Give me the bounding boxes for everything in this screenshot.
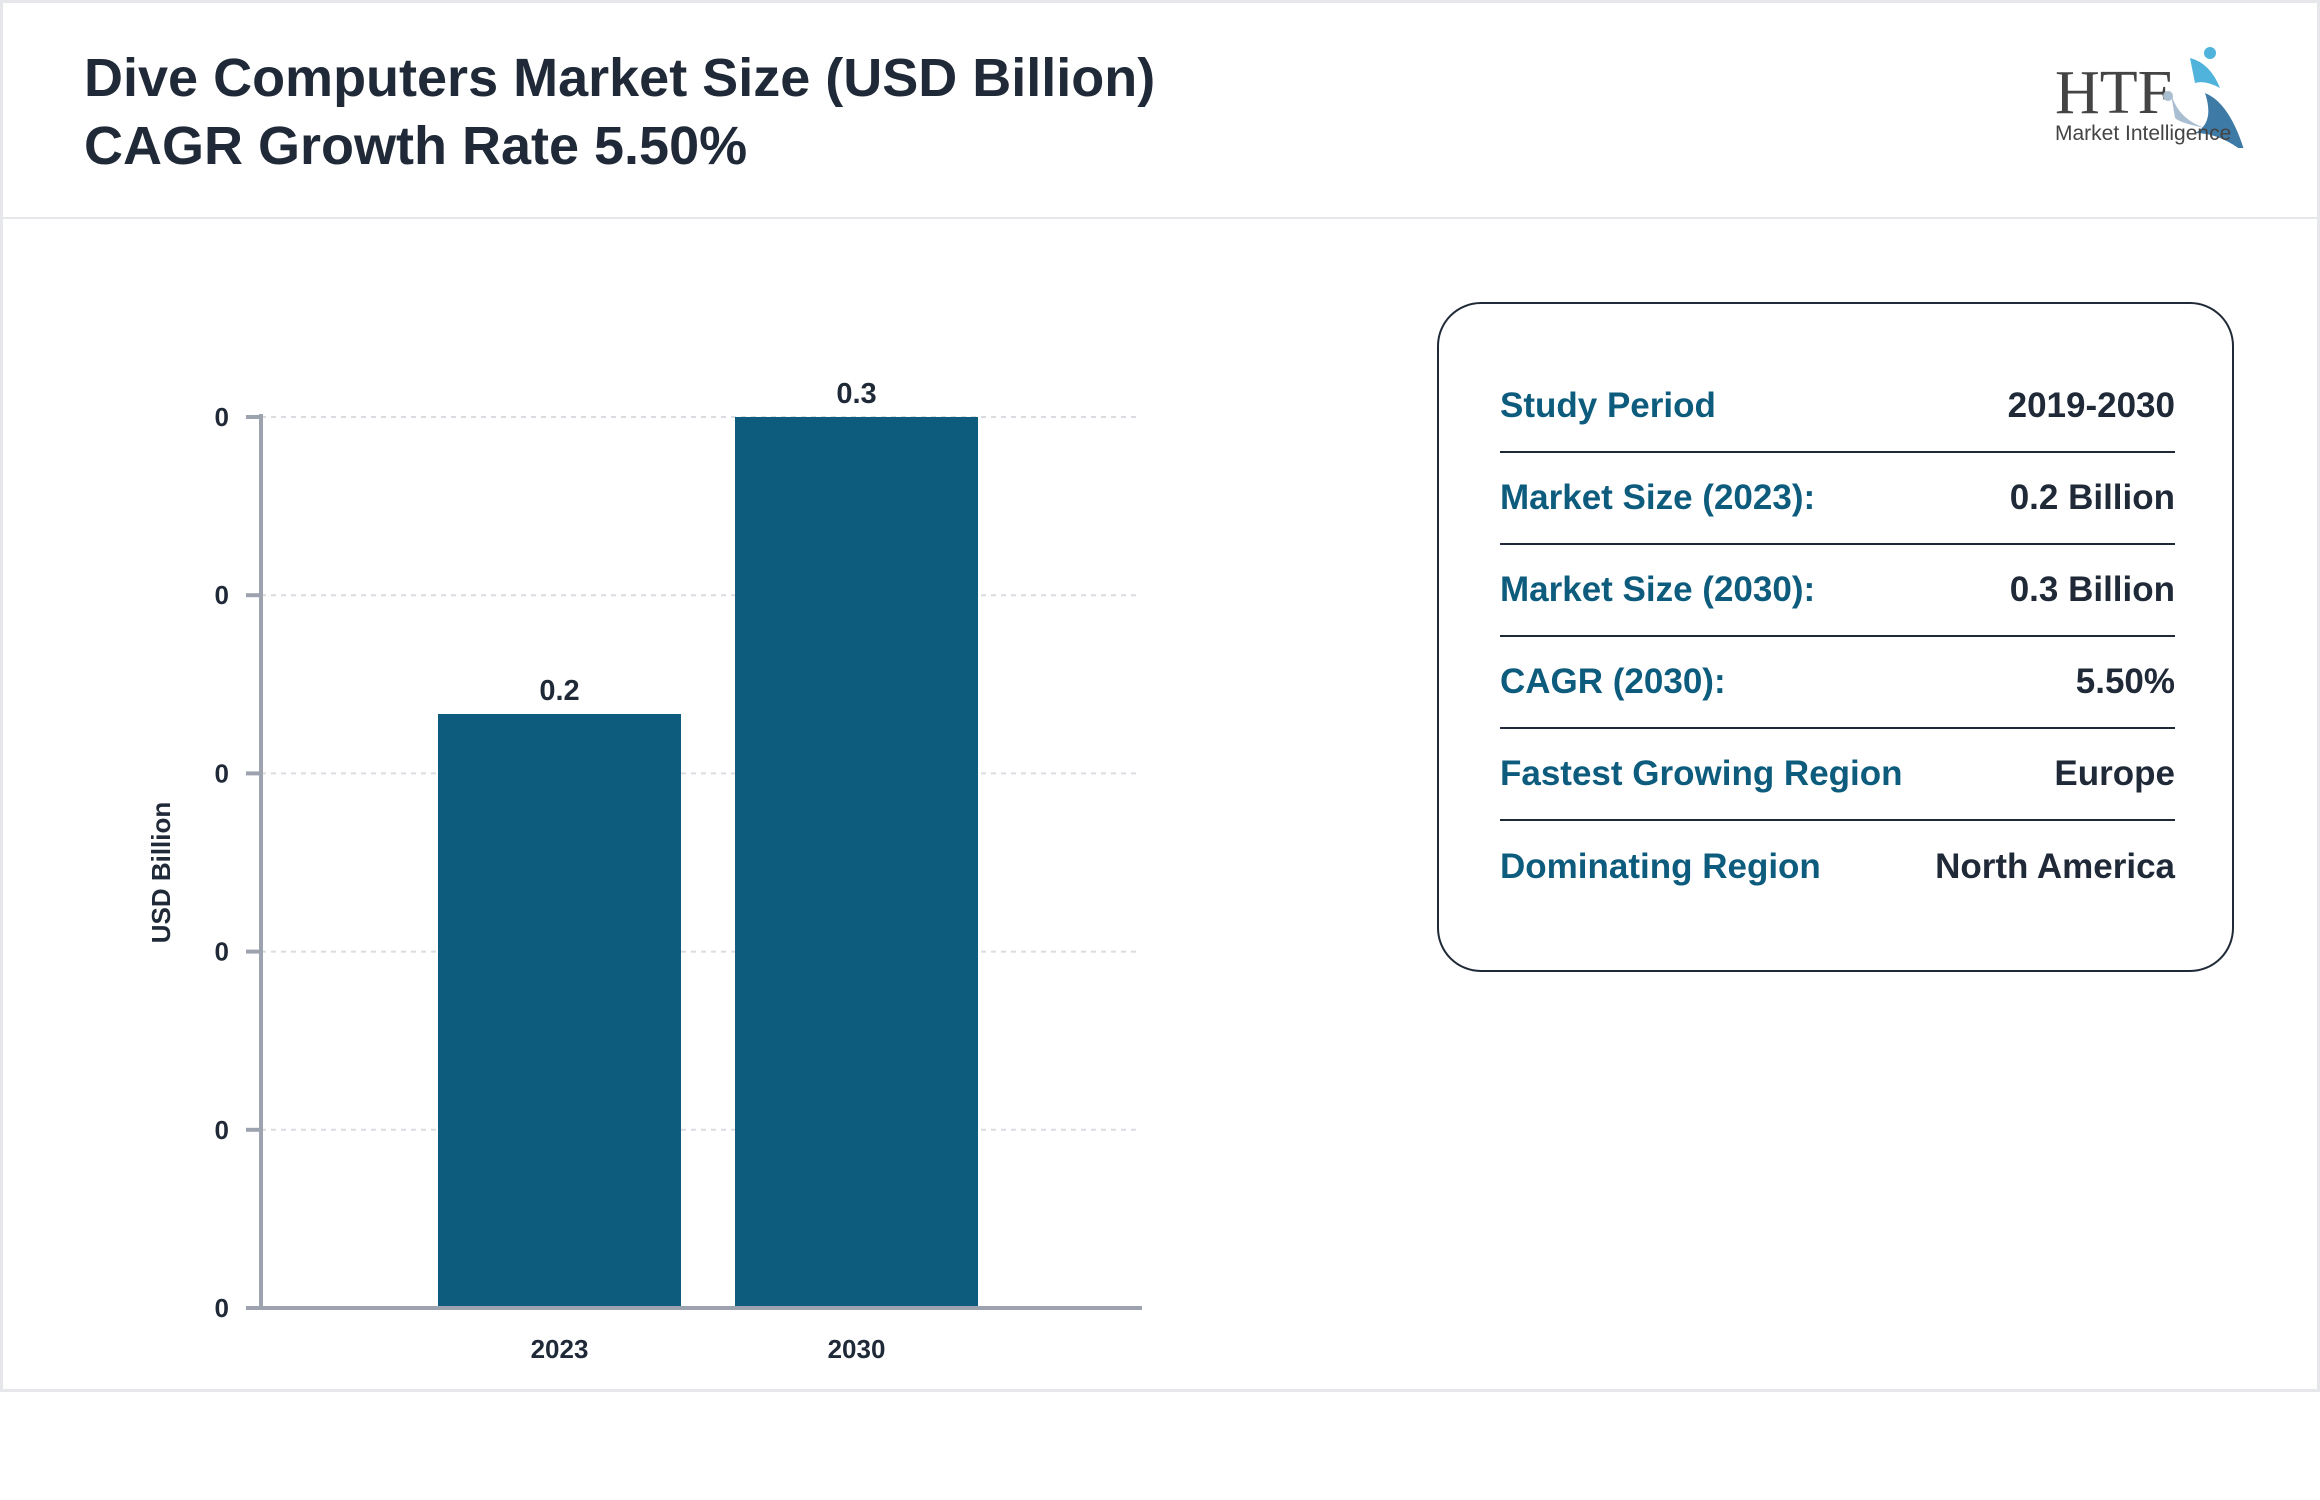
data-label: 0.2 — [539, 675, 579, 707]
title-line-2: CAGR Growth Rate 5.50% — [84, 116, 748, 176]
x-tick-label: 2030 — [828, 1334, 886, 1364]
x-tick-label: 2023 — [531, 1334, 589, 1364]
summary-value: 2019-2030 — [2007, 386, 2175, 425]
data-label: 0.3 — [836, 378, 876, 410]
page-frame — [0, 0, 2320, 1392]
summary-value: North America — [1935, 847, 2175, 886]
summary-card: Study Period 2019-2030 Market Size (2023):… — [1437, 302, 2234, 972]
bar — [438, 714, 681, 1308]
y-tick-label: 0 — [215, 937, 229, 967]
svg-text:Market Intelligence: Market Intelligence — [2055, 122, 2231, 145]
summary-row: Fastest Growing Region Europe — [1500, 729, 2175, 821]
summary-label: Study Period — [1500, 386, 1716, 425]
summary-row: Market Size (2023): 0.2 Billion — [1500, 453, 2175, 545]
y-axis-label: USD Billion — [146, 802, 176, 944]
summary-label: Dominating Region — [1500, 847, 1821, 886]
page-title: Dive Computers Market Size (USD Billion)… — [84, 44, 1155, 180]
summary-row: Market Size (2030): 0.3 Billion — [1500, 545, 2175, 637]
bar — [735, 417, 978, 1308]
htf-logo: HTF Market Intelligence — [2055, 47, 2244, 148]
y-tick-label: 0 — [215, 758, 229, 788]
title-line-1: Dive Computers Market Size (USD Billion) — [84, 48, 1156, 108]
summary-label: Market Size (2023): — [1500, 478, 1816, 517]
summary-label: Fastest Growing Region — [1500, 754, 1903, 793]
y-tick-label: 0 — [215, 580, 229, 610]
summary-label: Market Size (2030): — [1500, 570, 1816, 609]
summary-value: 0.3 Billion — [2009, 570, 2175, 609]
svg-text:HTF: HTF — [2055, 59, 2172, 127]
summary-label: CAGR (2030): — [1500, 662, 1726, 701]
bar-chart: 0 0 0 0 0 0 0.2 2023 0.3 2030 USD Billion — [146, 378, 1142, 1364]
summary-value: 5.50% — [2075, 662, 2175, 701]
summary-value: 0.2 Billion — [2009, 478, 2175, 517]
summary-row: Dominating Region North America — [1500, 821, 2175, 913]
y-tick-label: 0 — [215, 402, 229, 432]
summary-row: Study Period 2019-2030 — [1500, 361, 2175, 453]
header: Dive Computers Market Size (USD Billion)… — [0, 0, 2320, 219]
summary-value: Europe — [2054, 754, 2175, 793]
summary-row: CAGR (2030): 5.50% — [1500, 637, 2175, 729]
y-tick-label: 0 — [215, 1293, 229, 1323]
y-tick-label: 0 — [215, 1115, 229, 1145]
